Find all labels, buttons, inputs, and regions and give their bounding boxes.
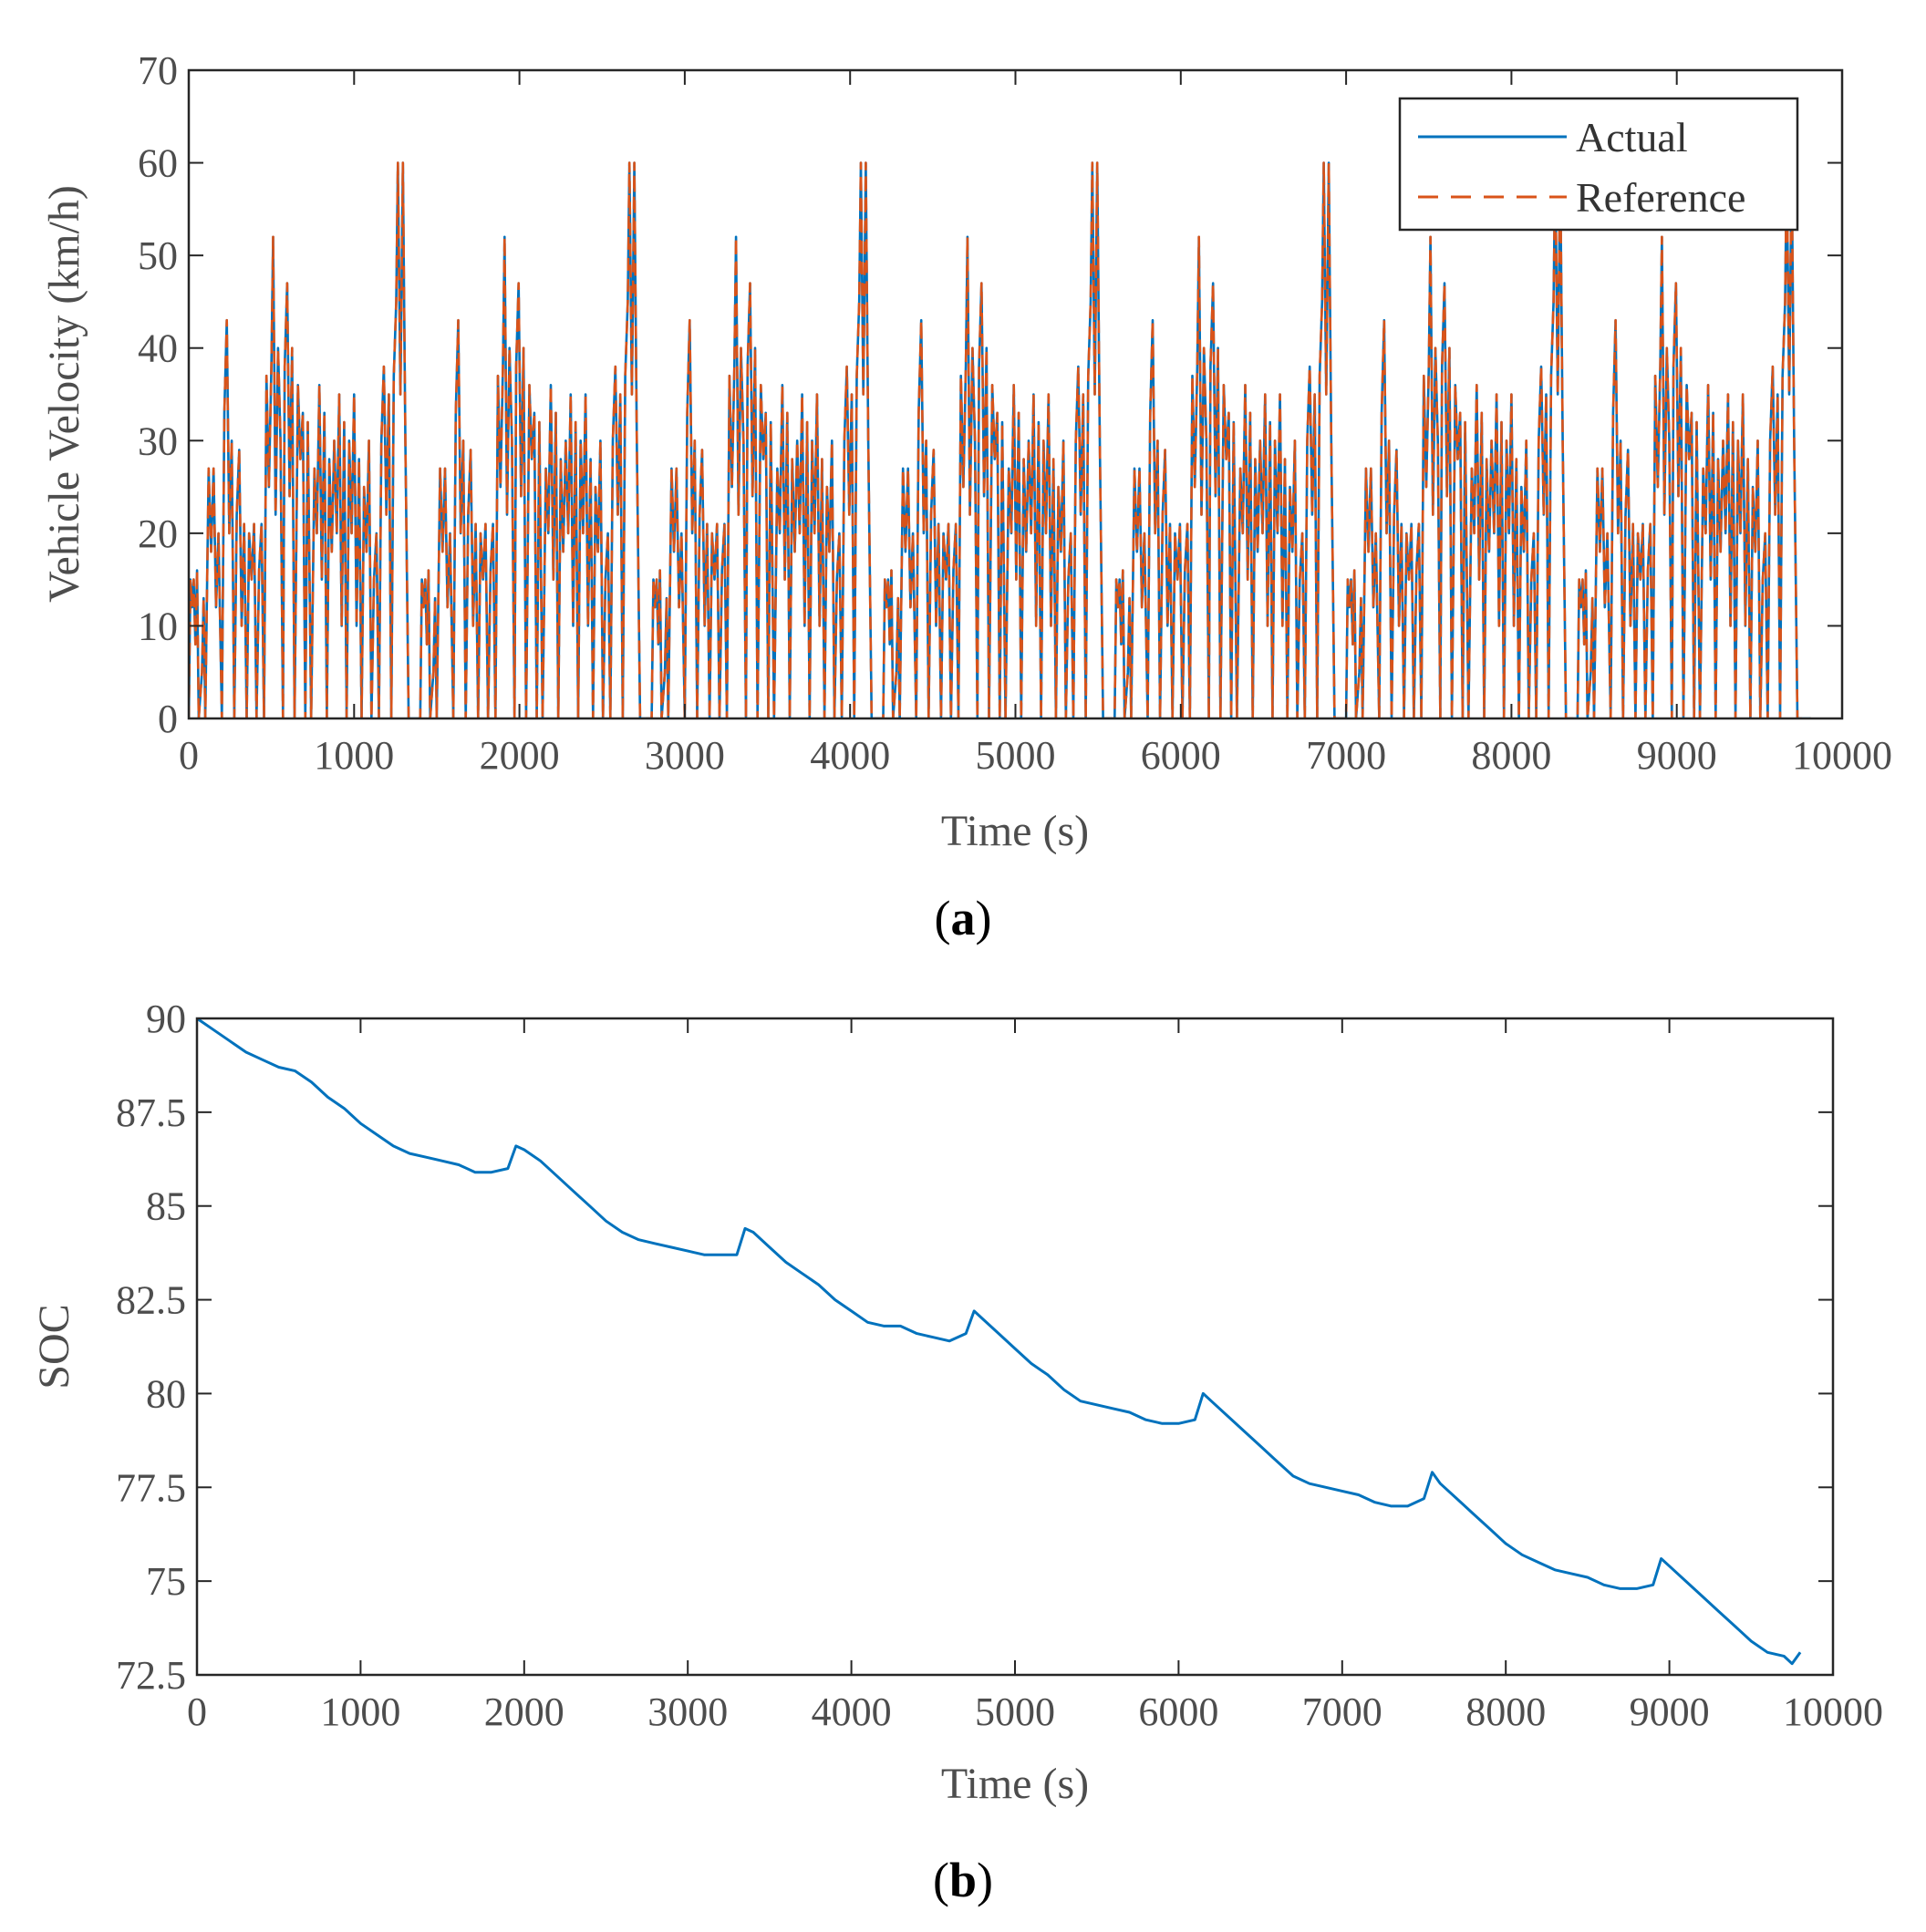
x-tick-label: 10000 xyxy=(1783,1689,1883,1734)
y-tick-label: 90 xyxy=(146,997,186,1041)
x-tick-label: 9000 xyxy=(1630,1689,1710,1734)
y-tick-label: 10 xyxy=(138,604,178,648)
x-tick-label: 10000 xyxy=(1792,733,1892,778)
chart-b-x-ticks: 0 1000 2000 3000 4000 5000 6000 7000 8000 9000 100… xyxy=(187,1018,1883,1734)
panel-label-b: (b) xyxy=(933,1853,993,1907)
chart-b-y-axis-label: SOC xyxy=(30,1304,78,1389)
x-tick-label: 3000 xyxy=(647,1689,728,1734)
chart-a-legend: Actual Reference xyxy=(1398,97,1799,232)
x-tick-label: 0 xyxy=(187,1689,207,1734)
x-tick-label: 0 xyxy=(179,733,199,778)
x-tick-label: 7000 xyxy=(1306,733,1386,778)
x-tick-label: 2000 xyxy=(480,733,560,778)
y-tick-label: 70 xyxy=(138,48,178,93)
legend-reference-label: Reference xyxy=(1576,174,1745,221)
x-tick-label: 1000 xyxy=(320,1689,400,1734)
x-tick-label: 5000 xyxy=(975,1689,1055,1734)
y-tick-label: 0 xyxy=(158,697,178,741)
y-tick-label: 40 xyxy=(138,326,178,371)
y-tick-label: 72.5 xyxy=(116,1653,186,1698)
series-reference-line xyxy=(189,161,1811,718)
y-tick-label: 60 xyxy=(138,141,178,186)
chart-a-plot-area xyxy=(189,161,1811,718)
chart-a-legend-box xyxy=(1398,97,1799,232)
chart-b-y-ticks: 72.5 75 77.5 80 82.5 85 87.5 90 xyxy=(116,997,1833,1698)
y-tick-label: 82.5 xyxy=(116,1278,186,1323)
x-tick-label: 4000 xyxy=(812,1689,892,1734)
x-tick-label: 8000 xyxy=(1471,733,1551,778)
y-tick-label: 30 xyxy=(138,418,178,463)
legend-actual-label: Actual xyxy=(1576,114,1688,160)
x-tick-label: 1000 xyxy=(314,733,394,778)
chart-b-plot-area xyxy=(197,1018,1802,1666)
y-tick-label: 20 xyxy=(138,511,178,556)
x-tick-label: 6000 xyxy=(1138,1689,1218,1734)
y-tick-label: 80 xyxy=(146,1371,186,1416)
x-tick-label: 8000 xyxy=(1465,1689,1546,1734)
x-tick-label: 4000 xyxy=(810,733,890,778)
y-tick-label: 50 xyxy=(138,233,178,278)
chart-a-velocity: 0 1000 2000 3000 4000 5000 6000 7000 8000 9000 100… xyxy=(40,48,1892,945)
x-tick-label: 2000 xyxy=(484,1689,564,1734)
y-tick-label: 87.5 xyxy=(116,1090,186,1135)
x-tick-label: 6000 xyxy=(1141,733,1221,778)
panel-label-a: (a) xyxy=(935,891,992,945)
chart-a-y-ticks: 0 10 20 30 40 50 60 70 xyxy=(138,48,1842,741)
y-tick-label: 77.5 xyxy=(116,1465,186,1510)
y-tick-label: 75 xyxy=(146,1559,186,1604)
x-tick-label: 5000 xyxy=(976,733,1056,778)
x-tick-label: 3000 xyxy=(645,733,725,778)
chart-b-x-axis-label: Time (s) xyxy=(941,1760,1089,1808)
x-tick-label: 9000 xyxy=(1637,733,1717,778)
chart-b-soc: 0 1000 2000 3000 4000 5000 6000 7000 8000 9000 100… xyxy=(30,997,1883,1907)
y-tick-label: 85 xyxy=(146,1184,186,1229)
chart-a-x-ticks: 0 1000 2000 3000 4000 5000 6000 7000 8000 9000 100… xyxy=(179,70,1892,778)
chart-a-x-axis-label: Time (s) xyxy=(941,807,1089,855)
series-soc-line xyxy=(197,1018,1802,1666)
x-tick-label: 7000 xyxy=(1302,1689,1382,1734)
chart-a-y-axis-label: Vehicle Velocity (km/h) xyxy=(40,185,88,603)
